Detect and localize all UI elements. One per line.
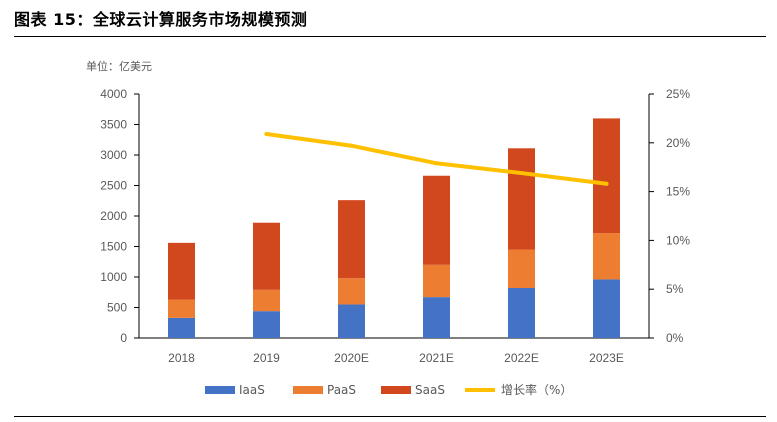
y2-tick-label: 20% [666,136,690,150]
x-tick-label: 2019 [253,351,280,365]
footer-rule [14,416,766,417]
bar-iaas-2019 [253,311,280,338]
y2-tick-label: 10% [666,233,690,247]
growth-rate-point [604,181,609,186]
bar-iaas-2021e [423,297,450,338]
bar-paas-2021e [423,264,450,298]
bar-paas-2023e [593,233,620,280]
x-tick-label: 2018 [168,351,195,365]
y-tick-label: 0 [120,331,127,345]
bar-saas-2018 [168,242,195,300]
unit-label: 单位：亿美元 [86,59,152,73]
growth-rate-point [434,161,439,166]
bar-iaas-2022e [508,287,535,338]
y-tick-label: 2000 [100,209,127,223]
bar-saas-2021e [423,175,450,265]
y-tick-label: 3000 [100,148,127,162]
x-tick-label: 2021E [419,351,454,365]
y-tick-label: 2500 [100,179,127,193]
bar-paas-2020e [338,278,365,305]
bar-saas-2022e [508,148,535,250]
legend-iaas-swatch [205,386,235,394]
y-tick-label: 3500 [100,118,127,132]
legend-iaas-label: IaaS [239,383,265,397]
x-tick-label: 2022E [504,351,539,365]
x-tick-label: 2023E [589,351,624,365]
bar-paas-2018 [168,299,195,318]
bar-iaas-2020e [338,304,365,338]
figure-title: 图表 15：全球云计算服务市场规模预测 [14,10,308,29]
bar-iaas-2018 [168,317,195,338]
legend-growth-rate-label: 增长率（%） [501,382,572,397]
legend-saas-label: SaaS [415,383,445,397]
legend-paas-swatch [293,386,323,394]
y2-tick-label: 15% [666,185,690,199]
growth-rate-point [349,143,354,148]
y-tick-label: 4000 [100,87,127,101]
y-tick-label: 1500 [100,240,127,254]
bar-saas-2020e [338,200,365,279]
y2-tick-label: 5% [666,282,684,296]
x-tick-label: 2020E [334,351,369,365]
title-rule [14,36,766,37]
y-tick-label: 1000 [100,270,127,284]
bar-paas-2022e [508,249,535,288]
bar-paas-2019 [253,289,280,312]
growth-rate-point [519,171,524,176]
y2-tick-label: 25% [666,87,690,101]
growth-rate-point [264,132,269,137]
y2-tick-label: 0% [666,331,684,345]
bar-iaas-2023e [593,279,620,338]
y-tick-label: 500 [107,301,127,315]
bar-saas-2019 [253,222,280,290]
bar-saas-2023e [593,118,620,234]
legend-paas-label: PaaS [327,383,356,397]
legend-saas-swatch [381,386,411,394]
